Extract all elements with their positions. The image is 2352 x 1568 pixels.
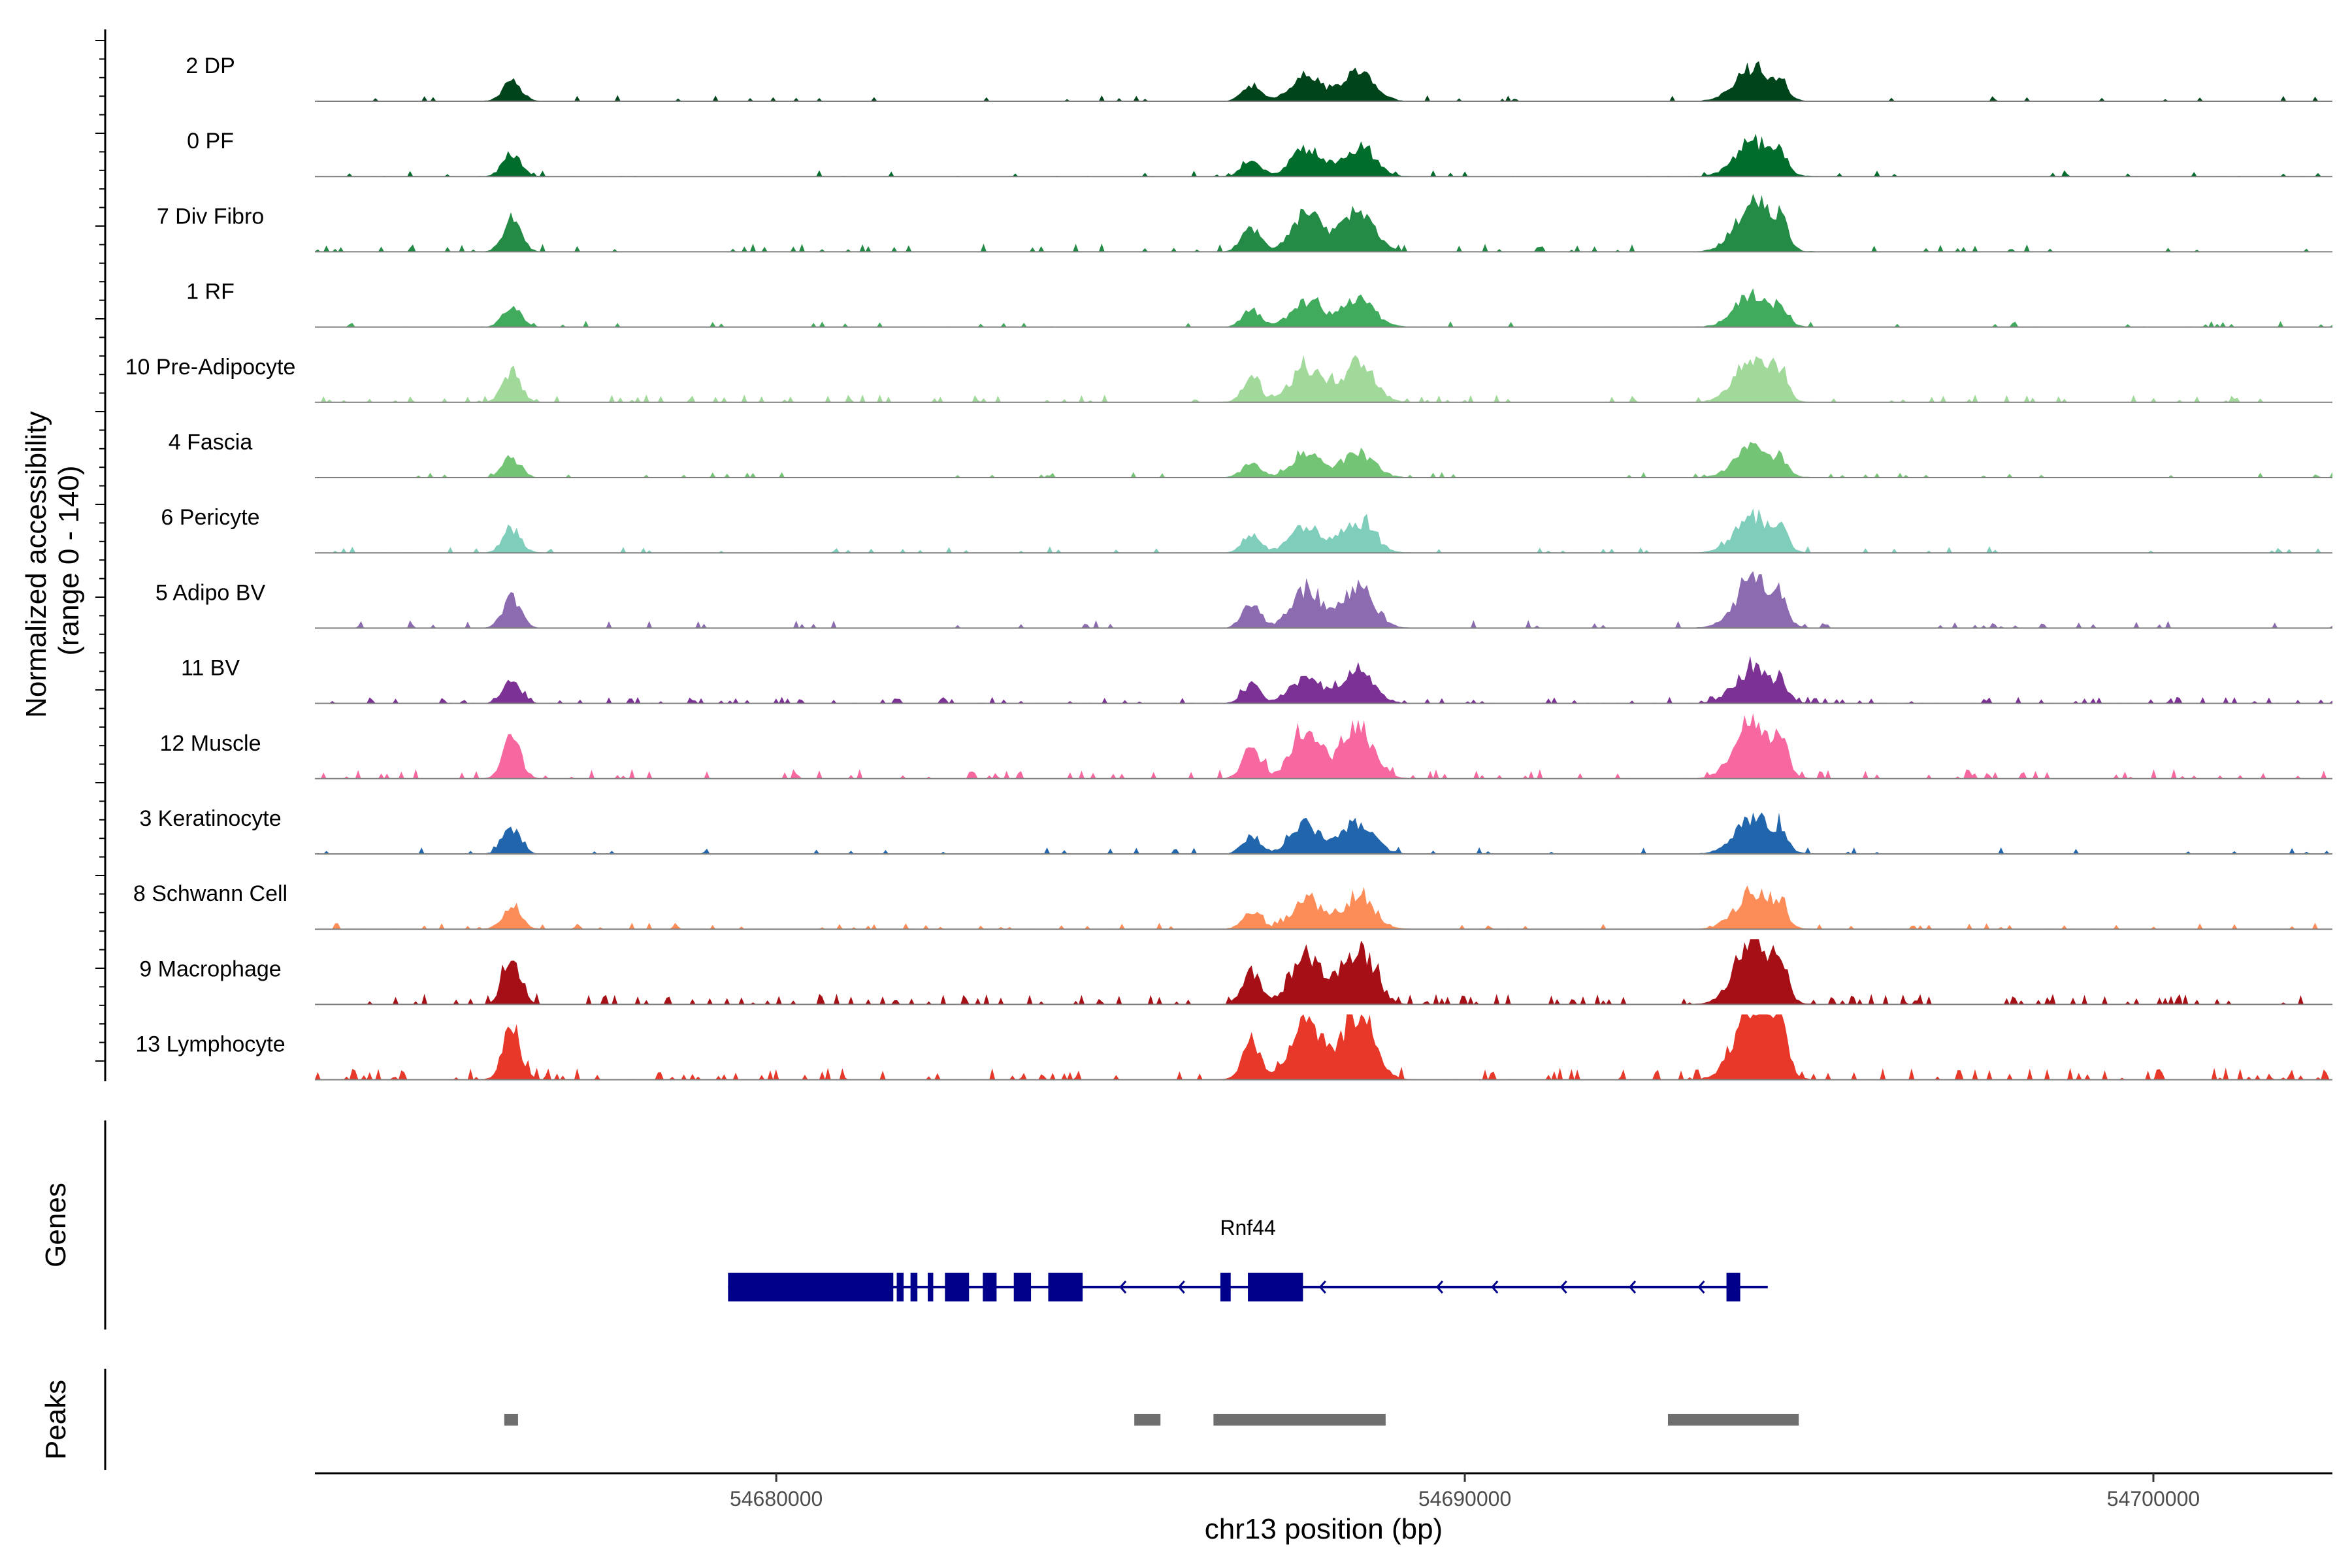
track-12-muscle: 12 Muscle	[160, 713, 2332, 779]
gene-exon	[983, 1273, 997, 1301]
coverage-area	[315, 885, 2332, 930]
track-label: 4 Fascia	[169, 430, 253, 455]
track-label: 0 PF	[187, 129, 234, 154]
y-axis-title-line-1: Normalized accessibility	[20, 411, 52, 717]
gene-exon	[945, 1273, 970, 1301]
track-13-lymphocyte: 13 Lymphocyte	[135, 1014, 2332, 1081]
gene-annotations: Rnf44	[728, 1216, 1768, 1301]
coverage-area	[315, 133, 2332, 177]
strand-arrow-icon	[1491, 1281, 1499, 1294]
x-tick-label: 54700000	[2107, 1487, 2200, 1511]
genes-panel-title: Genes	[40, 1183, 72, 1267]
coverage-area	[315, 508, 2332, 553]
track-label: 11 BV	[181, 656, 240, 681]
strand-arrow-icon	[1119, 1281, 1127, 1294]
track-11-bv: 11 BV	[181, 656, 2332, 704]
track-label: 9 Macrophage	[139, 956, 281, 981]
track-10-pre-adipocyte: 10 Pre-Adipocyte	[125, 355, 2332, 403]
peak-bar	[1134, 1414, 1161, 1426]
x-axis-title: chr13 position (bp)	[1205, 1513, 1443, 1545]
track-2-dp: 2 DP	[186, 54, 2332, 102]
peak-bar	[1667, 1414, 1799, 1426]
gene-exon	[896, 1273, 904, 1301]
peaks-panel-title: Peaks	[40, 1380, 72, 1460]
coverage-area	[315, 193, 2332, 252]
track-label: 8 Schwann Cell	[133, 881, 287, 906]
track-7-div-fibro: 7 Div Fibro	[157, 193, 2332, 253]
strand-arrow-icon	[1560, 1281, 1567, 1294]
gene-exon	[1220, 1273, 1231, 1301]
strand-arrow-icon	[1318, 1281, 1326, 1294]
gene-exon	[927, 1273, 934, 1301]
coverage-area	[315, 442, 2332, 478]
coverage-area	[315, 1014, 2332, 1080]
track-label: 3 Keratinocyte	[139, 806, 281, 831]
gene-exon	[1013, 1273, 1032, 1301]
track-9-macrophage: 9 Macrophage	[139, 939, 2332, 1005]
coverage-area	[315, 713, 2332, 779]
gene-exon	[728, 1273, 894, 1301]
coverage-area	[315, 812, 2332, 854]
track-8-schwann-cell: 8 Schwann Cell	[133, 881, 2332, 930]
track-label: 5 Adipo BV	[155, 580, 266, 605]
track-6-pericyte: 6 Pericyte	[161, 505, 2332, 554]
coverage-area	[315, 61, 2332, 101]
strand-arrow-icon	[1435, 1281, 1444, 1294]
strand-arrow-icon	[1628, 1281, 1637, 1294]
track-label: 6 Pericyte	[161, 505, 259, 530]
peak-bar	[1213, 1414, 1386, 1426]
coverage-area	[315, 571, 2332, 629]
y-axis-title-line-2: (range 0 - 140)	[53, 465, 85, 655]
coverage-area	[315, 288, 2332, 327]
track-1-rf: 1 RF	[186, 280, 2332, 328]
track-4-fascia: 4 Fascia	[169, 430, 2332, 478]
gene-exon	[910, 1273, 918, 1301]
track-label: 2 DP	[186, 54, 235, 78]
track-label: 10 Pre-Adipocyte	[125, 355, 296, 380]
strand-arrow-icon	[1697, 1281, 1705, 1294]
track-label: 1 RF	[186, 280, 235, 304]
track-3-keratinocyte: 3 Keratinocyte	[139, 806, 2332, 855]
coverage-area	[315, 939, 2332, 1005]
track-label: 7 Div Fibro	[157, 204, 264, 229]
x-axis-ticks: 54680000 54690000 54700000	[730, 1473, 2200, 1511]
x-tick-label: 54680000	[730, 1487, 823, 1511]
gene-exon	[1726, 1273, 1740, 1301]
gene-label: Rnf44	[1220, 1216, 1275, 1239]
y-axis-title: Normalized accessibility (range 0 - 140)	[20, 403, 85, 718]
track-5-adipo-bv: 5 Adipo BV	[155, 571, 2332, 629]
coverage-area	[315, 355, 2332, 402]
gene-exon	[1248, 1273, 1303, 1301]
track-label: 12 Muscle	[160, 731, 261, 756]
peak-regions	[504, 1414, 1799, 1426]
y-axis-ticks	[95, 40, 105, 1062]
strand-arrow-icon	[1177, 1281, 1185, 1294]
gene-rnf44: Rnf44	[728, 1216, 1768, 1301]
coverage-area	[315, 655, 2332, 704]
track-0-pf: 0 PF	[187, 129, 2332, 178]
coverage-tracks: 2 DP 0 PF 7 Div Fibro 1 RF 10 Pre-Adipocyte 4…	[125, 54, 2332, 1081]
track-label: 13 Lymphocyte	[135, 1032, 285, 1057]
gene-exon	[1048, 1273, 1083, 1301]
x-tick-label: 54690000	[1418, 1487, 1511, 1511]
peak-bar	[504, 1414, 518, 1426]
